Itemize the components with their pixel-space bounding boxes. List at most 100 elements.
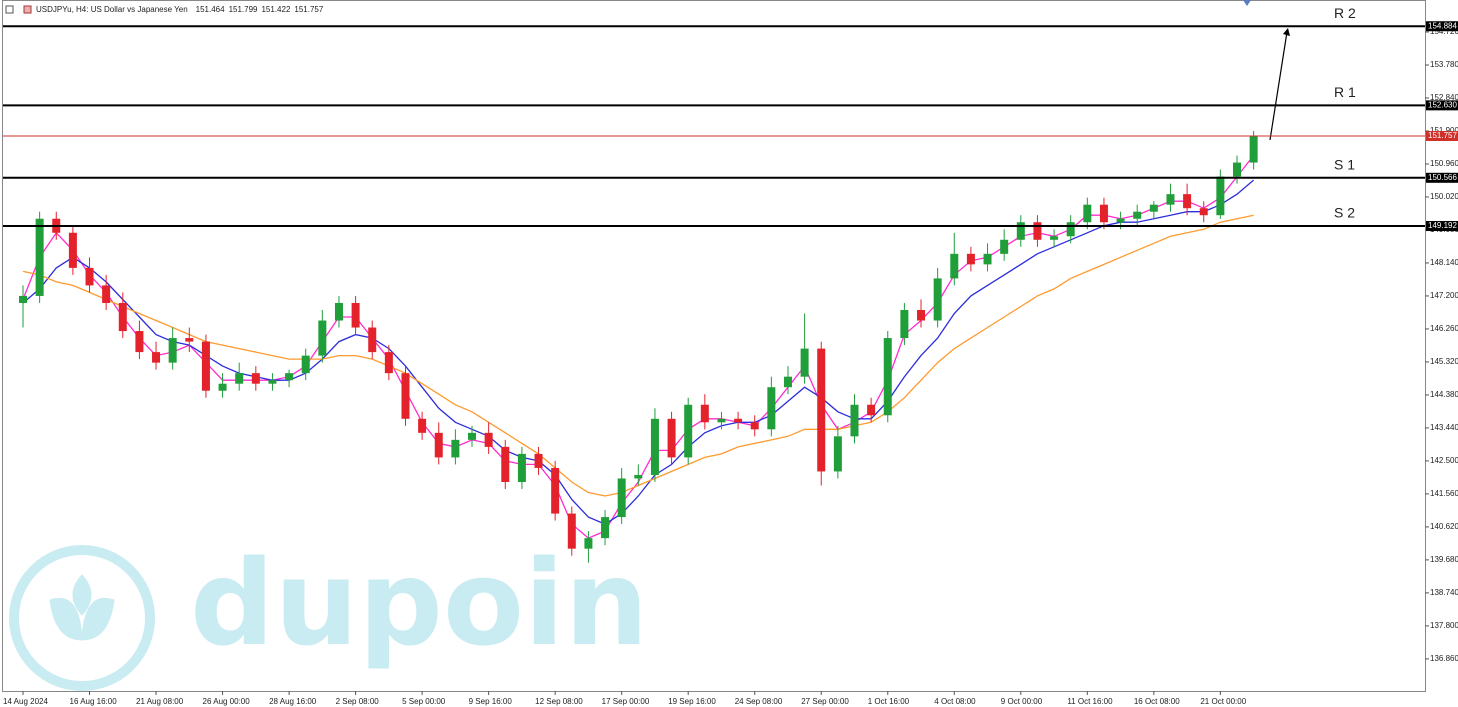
y-tick-label: 144.380 (1430, 390, 1458, 399)
candle-body (1249, 135, 1258, 163)
candle-body (384, 352, 393, 374)
candle-body (867, 404, 876, 416)
x-tick-label: 21 Oct 00:00 (1200, 697, 1246, 706)
x-tick-label: 16 Aug 16:00 (70, 697, 118, 706)
candle-body (734, 418, 743, 423)
candle-body (634, 474, 643, 479)
candle-body (534, 453, 543, 468)
y-tick-label: 146.260 (1430, 324, 1458, 333)
candle-body (833, 436, 842, 472)
candle-body (168, 338, 177, 363)
candle-body (268, 380, 277, 384)
header-value: 151.799 (229, 5, 258, 14)
candle-body (667, 418, 676, 458)
candle-body (251, 373, 260, 384)
y-tick-label: 136.860 (1430, 654, 1458, 663)
header-value: 151.464 (196, 5, 225, 14)
level-name: R 1 (1334, 84, 1356, 100)
candle-body (1199, 208, 1208, 216)
candle-body (601, 517, 610, 539)
candle-body (35, 218, 44, 296)
level-value: 151.757 (1428, 131, 1457, 140)
candle-body (966, 253, 975, 265)
level-name: S 1 (1334, 157, 1355, 173)
plot-frame (2, 0, 1426, 692)
candle-body (318, 320, 327, 356)
candle-body (983, 253, 992, 265)
candle-body (1216, 176, 1225, 216)
candle-body (118, 302, 127, 332)
watermark-logo (9, 545, 155, 691)
candle-body (584, 538, 593, 549)
candle-body (750, 422, 759, 430)
candle-body (1166, 194, 1175, 205)
candle-body (201, 341, 210, 391)
watermark: dupoin (190, 534, 648, 672)
arrow-head (1283, 28, 1290, 36)
y-tick-label: 154.720 (1430, 27, 1458, 36)
y-tick-label: 145.320 (1430, 357, 1458, 366)
candle-body (235, 373, 244, 384)
candle-body (301, 355, 310, 374)
x-tick-label: 11 Oct 16:00 (1067, 697, 1113, 706)
x-tick-label: 24 Sep 08:00 (735, 697, 783, 706)
y-tick-label: 140.620 (1430, 522, 1458, 531)
y-tick-label: 147.200 (1430, 291, 1458, 300)
candle-body (351, 302, 360, 328)
candle-body (1099, 204, 1108, 223)
icon (5, 5, 14, 14)
ma-line (22, 179, 1255, 525)
level-value: 154.884 (1428, 21, 1457, 30)
candle-body (1000, 239, 1009, 254)
header-value: 151.757 (294, 5, 323, 14)
candle-body (185, 338, 194, 342)
candle-body (1066, 222, 1075, 237)
y-tick-label: 151.900 (1430, 126, 1458, 135)
candle-body (102, 285, 111, 303)
header-value: 151.422 (261, 5, 290, 14)
candle-body (19, 295, 27, 303)
x-tick-label: 28 Aug 16:00 (269, 697, 317, 706)
candle-body (85, 267, 94, 286)
candle-body (700, 404, 709, 423)
candle-body (334, 302, 343, 321)
candle-body (1033, 222, 1042, 240)
candle-body (501, 446, 510, 482)
y-tick-label: 152.840 (1430, 93, 1458, 102)
candle-body (900, 309, 909, 339)
candle-body (1116, 218, 1125, 223)
level-tag (1426, 221, 1458, 232)
candle-body (684, 404, 693, 458)
candle-body (152, 352, 161, 363)
y-tick-label: 137.800 (1430, 621, 1458, 630)
candle-body (783, 376, 792, 388)
candle-body (1183, 194, 1192, 209)
candle-body (68, 232, 77, 268)
level-tag (1426, 130, 1458, 141)
candle-body (368, 327, 377, 353)
candle-body (484, 432, 493, 447)
candle-body (418, 418, 427, 433)
ma-line (22, 214, 1254, 497)
candle-body (850, 404, 859, 437)
level-value: 150.566 (1428, 173, 1457, 182)
y-tick-label: 139.680 (1430, 555, 1458, 564)
level-name: S 2 (1334, 205, 1355, 221)
y-tick-label: 143.440 (1430, 423, 1458, 432)
candle-body (468, 432, 477, 440)
y-tick-label: 142.500 (1430, 456, 1458, 465)
y-tick-label: 148.140 (1430, 258, 1458, 267)
candle-body (800, 348, 809, 377)
candle-body (551, 467, 560, 514)
candle-body (517, 453, 526, 482)
x-tick-label: 26 Aug 00:00 (203, 697, 251, 706)
candle-body (218, 383, 227, 391)
candle-body (135, 331, 144, 353)
candle-body (883, 338, 892, 416)
x-tick-label: 21 Aug 08:00 (136, 697, 184, 706)
level-name: R 2 (1334, 5, 1356, 21)
candle-body (451, 439, 460, 458)
x-tick-label: 1 Oct 16:00 (868, 697, 910, 706)
marker (1243, 0, 1251, 6)
